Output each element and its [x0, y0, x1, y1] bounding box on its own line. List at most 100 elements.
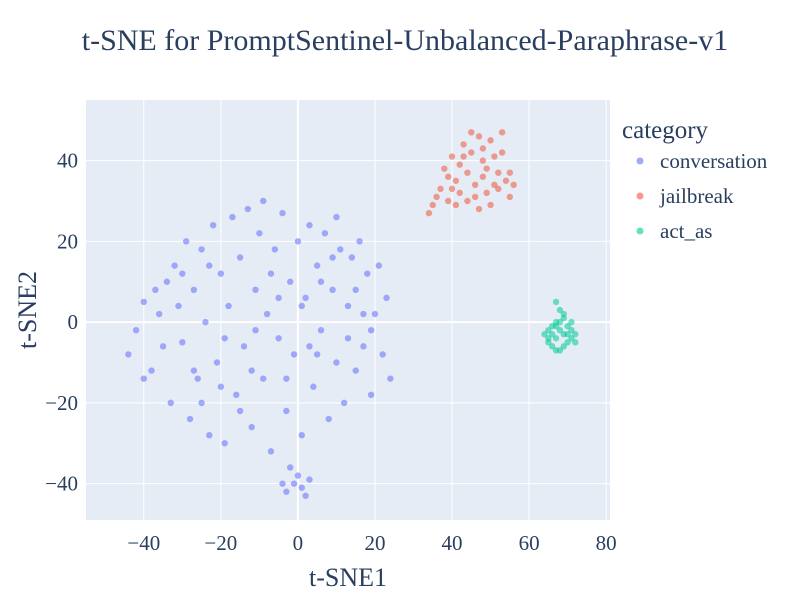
data-point — [437, 185, 444, 193]
legend-item-act_as[interactable]: act_as — [636, 219, 713, 243]
x-tick-label: 60 — [519, 531, 540, 555]
data-point — [495, 169, 502, 176]
data-point — [383, 294, 390, 302]
data-point — [356, 238, 363, 245]
data-point — [352, 286, 359, 294]
legend-marker — [636, 157, 644, 165]
legend-item-conversation[interactable]: conversation — [636, 149, 768, 173]
data-point — [564, 339, 571, 346]
data-point — [371, 310, 379, 318]
data-point — [198, 399, 205, 407]
data-point — [452, 201, 460, 209]
legend-label: conversation — [660, 149, 768, 173]
data-point — [206, 431, 213, 439]
data-point — [479, 157, 487, 164]
data-point — [452, 177, 460, 184]
data-point — [337, 246, 344, 253]
data-point — [344, 335, 352, 342]
data-point — [283, 488, 290, 495]
data-point — [236, 254, 244, 261]
data-point — [236, 407, 244, 415]
data-point — [198, 246, 205, 253]
data-point — [568, 318, 575, 326]
tick-labels: −40 −20 0 20 40 60 80 −40 −20 0 20 40 — [45, 149, 616, 555]
data-point — [213, 359, 221, 366]
data-point — [344, 302, 352, 310]
data-point — [244, 205, 252, 213]
x-tick-label: 0 — [293, 531, 304, 555]
data-point — [510, 181, 517, 189]
plot-background — [86, 100, 610, 520]
data-point — [367, 391, 375, 399]
data-point — [464, 197, 471, 205]
data-point — [552, 335, 560, 342]
data-point — [552, 322, 560, 330]
data-point — [364, 270, 371, 277]
data-point — [148, 367, 155, 374]
data-point — [271, 246, 278, 253]
data-point — [468, 129, 475, 136]
data-point — [279, 209, 286, 217]
data-point — [321, 230, 329, 237]
y-tick-label: 40 — [57, 149, 78, 173]
series-jailbreak — [425, 129, 517, 217]
legend-item-jailbreak[interactable]: jailbreak — [636, 184, 734, 208]
data-point — [267, 270, 275, 277]
data-point — [325, 415, 332, 423]
data-point — [233, 391, 240, 399]
data-point — [190, 286, 198, 294]
data-point — [375, 262, 383, 269]
data-point — [475, 205, 483, 213]
data-point — [464, 169, 471, 176]
data-point — [479, 145, 487, 152]
grid-lines — [86, 100, 610, 520]
data-point — [287, 278, 294, 285]
data-point — [140, 298, 147, 306]
data-point — [360, 310, 367, 318]
data-point — [190, 367, 198, 374]
data-point — [456, 189, 463, 197]
data-point — [263, 310, 271, 318]
data-point — [444, 173, 452, 180]
data-point — [352, 367, 359, 374]
data-point — [502, 177, 510, 184]
data-point — [209, 221, 217, 229]
data-point — [471, 193, 479, 201]
legend-label: jailbreak — [659, 184, 734, 208]
data-point — [260, 375, 267, 382]
x-tick-label: 40 — [442, 531, 463, 555]
data-point — [475, 133, 483, 140]
x-tick-label: 80 — [596, 531, 617, 555]
data-point — [186, 415, 194, 423]
data-point — [541, 331, 548, 338]
series-conversation — [125, 197, 394, 499]
data-point — [221, 440, 228, 447]
data-point — [329, 286, 336, 294]
data-point — [140, 375, 147, 382]
legend: category conversation jailbreak act_as — [622, 117, 768, 243]
y-tick-label: 0 — [68, 310, 79, 334]
data-point — [444, 197, 452, 205]
data-point — [333, 359, 340, 366]
data-point — [132, 326, 140, 334]
data-point — [506, 169, 514, 176]
data-point — [313, 351, 321, 358]
data-point — [240, 343, 248, 350]
data-point — [279, 480, 286, 487]
data-point — [468, 149, 475, 156]
data-point — [340, 399, 348, 407]
legend-items: conversation jailbreak act_as — [636, 149, 768, 243]
scatter-points — [125, 129, 579, 499]
data-point — [560, 343, 567, 350]
data-point — [267, 448, 275, 455]
data-point — [125, 351, 132, 358]
legend-label: act_as — [660, 219, 712, 243]
data-point — [313, 262, 321, 269]
data-point — [156, 310, 163, 318]
data-point — [387, 375, 394, 382]
data-point — [252, 286, 259, 294]
data-point — [429, 201, 436, 209]
data-point — [306, 343, 313, 350]
data-point — [564, 331, 571, 338]
data-point — [333, 213, 340, 221]
